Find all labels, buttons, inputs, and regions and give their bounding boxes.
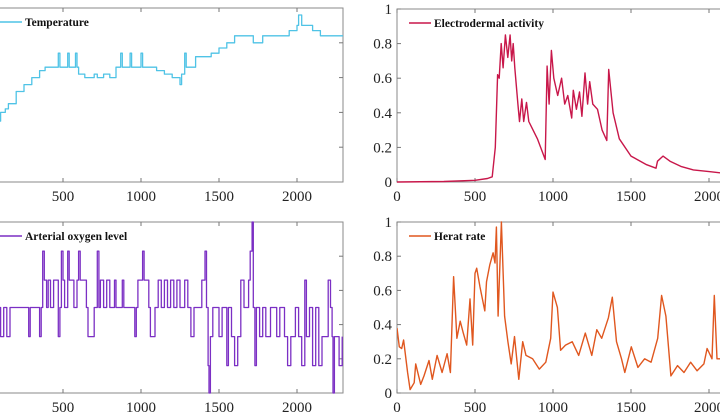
y-tick-label: 0	[385, 175, 393, 191]
y-tick-label: 0.8	[373, 37, 392, 53]
x-tick-label: 500	[52, 400, 75, 416]
panel-electrodermal-activity: 0 500 1000 1500 2000 0 0.2 0.4 0.6 0.8 1 Electroder…	[373, 2, 720, 205]
x-tick-label: 2000	[282, 189, 312, 205]
y-tick-label: 0.6	[373, 71, 392, 87]
series-line-electrodermal-activity	[397, 34, 720, 183]
y-tick-label: 0.4	[373, 318, 392, 334]
axes-frame	[0, 7, 344, 183]
y-tick-label: 1	[385, 2, 393, 18]
legend-label: Herat rate	[434, 231, 485, 243]
axes-frame	[396, 8, 720, 183]
x-tick-label: 1000	[538, 400, 568, 416]
y-tick-label: 0.2	[373, 140, 392, 156]
x-tick-label: 500	[52, 189, 75, 205]
x-tick-label: 1500	[616, 189, 646, 205]
panel-heart-rate: 0 500 1000 1500 2000 0 0.2 0.4 0.6 0.8 1 Herat rate	[373, 215, 720, 416]
y-tick-label: 0.4	[373, 106, 392, 122]
y-tick-label: 1	[385, 215, 393, 231]
x-tick-label: 1000	[126, 400, 156, 416]
x-tick-label: 2000	[694, 400, 720, 416]
x-tick-label: 1000	[538, 189, 568, 205]
x-tick-label: 500	[464, 189, 487, 205]
panel-temperature: 500 1000 1500 2000 Temperature	[0, 7, 344, 205]
y-tick-label: 0	[385, 386, 393, 402]
x-tick-label: 1000	[126, 189, 156, 205]
y-tick-label: 0.8	[373, 249, 392, 265]
legend-label: Temperature	[25, 17, 89, 29]
x-tick-label: 0	[393, 189, 401, 205]
x-tick-label: 500	[464, 400, 487, 416]
panel-arterial-oxygen-level: 500 1000 1500 2000 Arterial oxygen level	[0, 221, 344, 416]
axes-frame	[396, 221, 720, 394]
series-line-temperature	[0, 14, 343, 122]
series-line-arterial-oxygen-level	[0, 221, 343, 394]
series-line-heart-rate	[397, 221, 720, 391]
y-tick-label: 0.2	[373, 352, 392, 368]
legend-label: Arterial oxygen level	[25, 231, 127, 243]
x-tick-label: 2000	[694, 189, 720, 205]
x-tick-label: 1500	[204, 189, 234, 205]
x-tick-label: 1500	[616, 400, 646, 416]
y-tick-label: 0.6	[373, 283, 392, 299]
legend-label: Electrodermal activity	[434, 18, 544, 30]
axes-frame	[0, 221, 344, 394]
x-tick-label: 0	[393, 400, 401, 416]
x-tick-label: 2000	[282, 400, 312, 416]
x-tick-label: 1500	[204, 400, 234, 416]
